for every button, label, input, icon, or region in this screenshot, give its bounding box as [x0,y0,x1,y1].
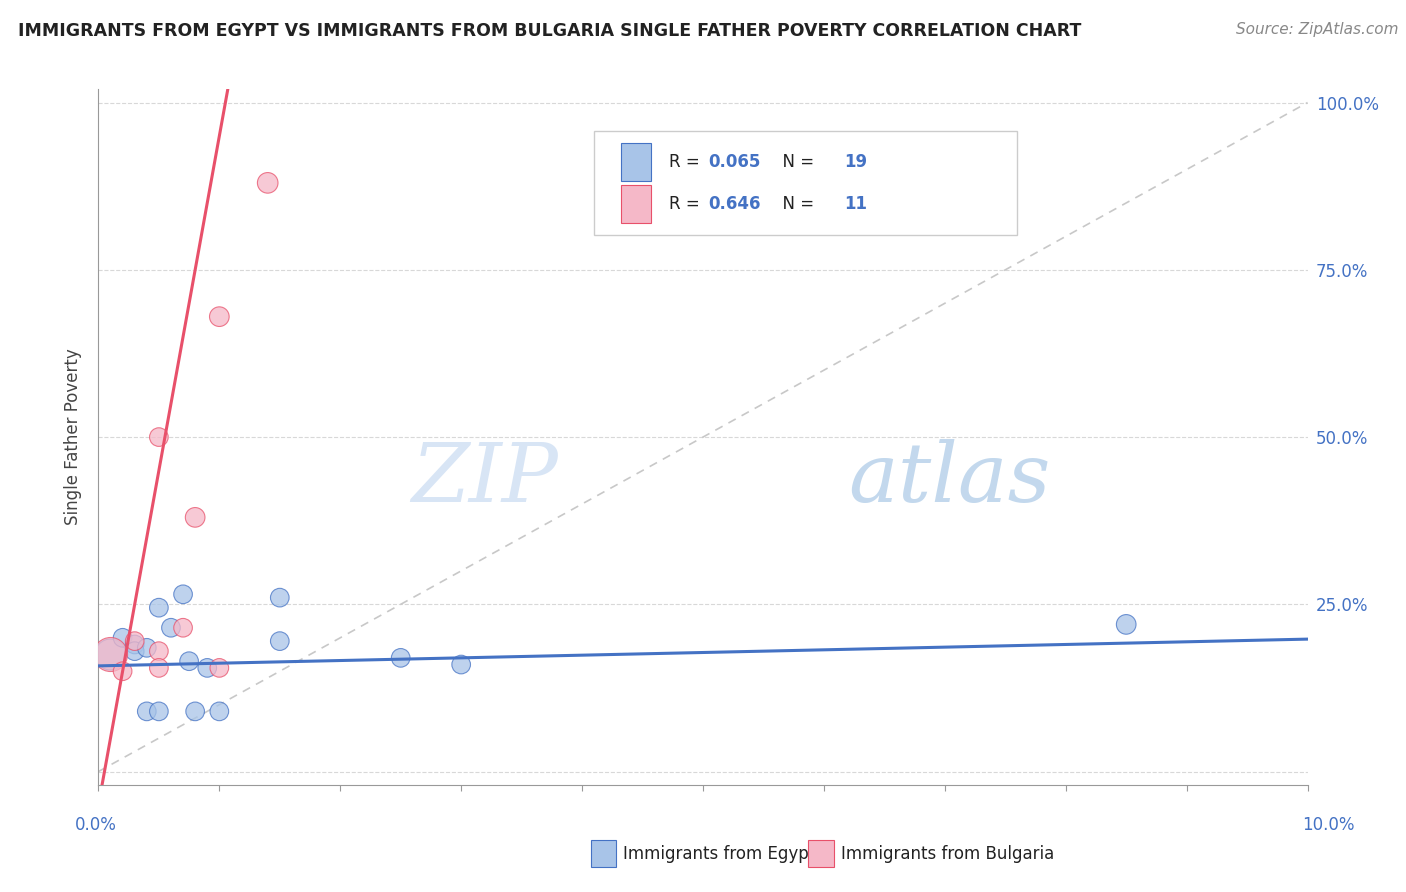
Point [148,430,170,444]
Point [100,648,122,662]
Point [160,621,183,635]
Text: R =: R = [669,153,706,171]
Text: atlas: atlas [848,439,1050,519]
Point [184,510,207,524]
Text: 10.0%: 10.0% [1302,815,1355,833]
Point [208,705,231,719]
Text: IMMIGRANTS FROM EGYPT VS IMMIGRANTS FROM BULGARIA SINGLE FATHER POVERTY CORRELAT: IMMIGRANTS FROM EGYPT VS IMMIGRANTS FROM… [18,22,1081,40]
Text: Source: ZipAtlas.com: Source: ZipAtlas.com [1236,22,1399,37]
Point [208,661,231,675]
Text: 0.065: 0.065 [707,153,761,171]
Point [148,661,170,675]
Point [184,705,207,719]
Point [148,644,170,658]
Point [1115,617,1137,632]
Text: Immigrants from Bulgaria: Immigrants from Bulgaria [841,845,1054,863]
Point [148,705,170,719]
Point [124,644,146,658]
Text: 19: 19 [845,153,868,171]
Point [389,651,412,665]
Point [111,664,134,679]
Point [111,631,134,645]
Point [124,637,146,651]
FancyBboxPatch shape [621,185,651,223]
Point [269,634,291,648]
Point [256,176,278,190]
Point [100,648,122,662]
FancyBboxPatch shape [621,143,651,181]
Y-axis label: Single Father Poverty: Single Father Poverty [65,349,83,525]
Text: 0.646: 0.646 [707,195,761,213]
Point [172,587,194,601]
Text: N =: N = [772,153,820,171]
Text: 11: 11 [845,195,868,213]
Point [148,600,170,615]
Point [135,705,157,719]
Point [269,591,291,605]
Text: ZIP: ZIP [411,439,558,519]
Point [124,634,146,648]
Point [195,661,218,675]
Point [450,657,472,672]
Text: Immigrants from Egypt: Immigrants from Egypt [623,845,815,863]
Text: R =: R = [669,195,706,213]
Text: N =: N = [772,195,820,213]
FancyBboxPatch shape [595,131,1018,235]
Point [208,310,231,324]
Point [135,640,157,655]
Text: 0.0%: 0.0% [75,815,117,833]
Point [172,621,194,635]
Point [179,654,201,668]
